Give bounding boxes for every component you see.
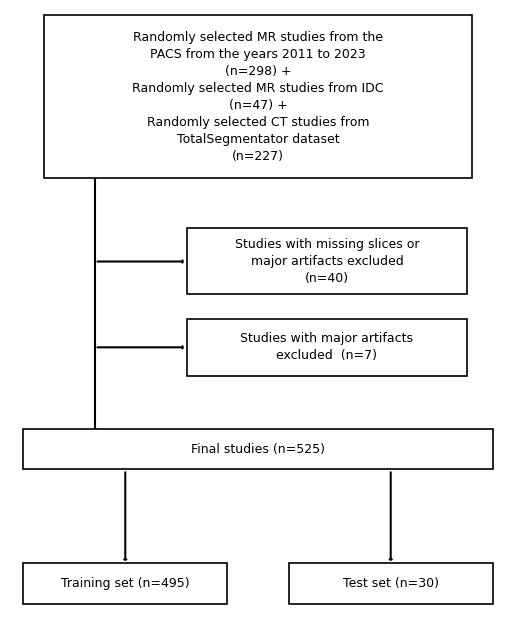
FancyBboxPatch shape: [187, 228, 467, 294]
Text: Studies with major artifacts
excluded  (n=7): Studies with major artifacts excluded (n…: [240, 332, 413, 362]
FancyBboxPatch shape: [288, 564, 493, 604]
Text: Studies with missing slices or
major artifacts excluded
(n=40): Studies with missing slices or major art…: [235, 238, 419, 284]
Text: Randomly selected MR studies from the
PACS from the years 2011 to 2023
(n=298) +: Randomly selected MR studies from the PA…: [132, 31, 384, 163]
Text: Test set (n=30): Test set (n=30): [343, 577, 439, 590]
Text: Training set (n=495): Training set (n=495): [61, 577, 189, 590]
FancyBboxPatch shape: [23, 428, 493, 470]
FancyBboxPatch shape: [187, 319, 467, 375]
FancyBboxPatch shape: [44, 15, 472, 178]
FancyBboxPatch shape: [23, 564, 228, 604]
Text: Final studies (n=525): Final studies (n=525): [191, 442, 325, 456]
